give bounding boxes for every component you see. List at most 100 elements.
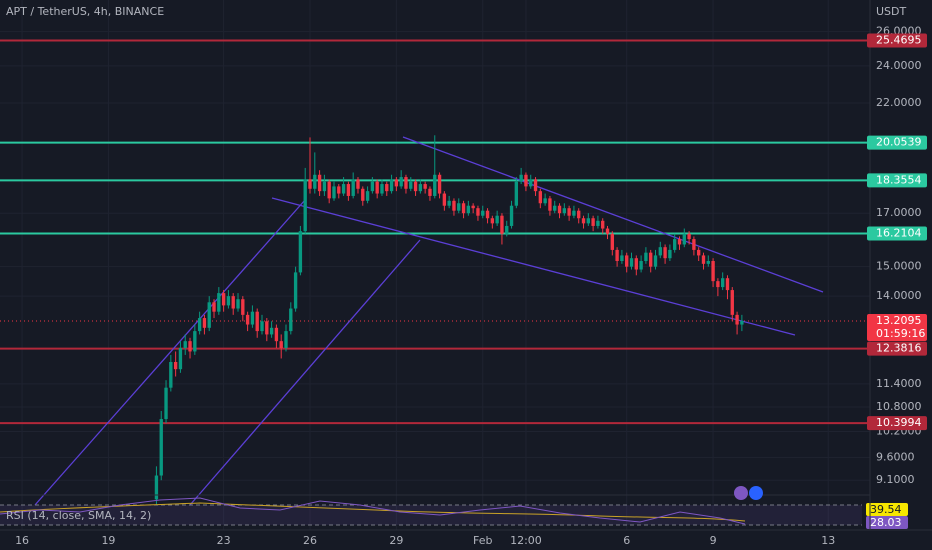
candle-body: [615, 249, 619, 262]
channel-lower: [271, 197, 796, 336]
candle-body: [663, 247, 667, 259]
candle-body: [202, 318, 207, 328]
candle-body: [485, 210, 490, 219]
candle-body: [274, 327, 279, 342]
candle-body: [562, 208, 567, 214]
candle-body: [706, 261, 710, 264]
x-tick-label: 9: [710, 534, 717, 547]
candle-body: [668, 249, 672, 259]
y-tick-label: 9.1000: [876, 473, 915, 486]
countdown: 01:59:16: [876, 327, 925, 340]
candle-body: [581, 218, 586, 224]
levels: [0, 39, 870, 425]
candle-body: [505, 225, 509, 234]
rising-lower: [189, 239, 421, 506]
candle-body: [649, 252, 653, 267]
candle-body: [236, 299, 240, 309]
candle-body: [365, 191, 370, 201]
candle-body: [313, 174, 317, 189]
candle-body: [620, 255, 624, 262]
candle-body: [586, 218, 590, 224]
candle-body: [255, 311, 259, 332]
candle-body: [653, 255, 658, 267]
candle-body: [721, 278, 725, 288]
candle-body: [221, 293, 226, 306]
rsi-value-box: [866, 503, 908, 516]
candle-body: [514, 181, 519, 206]
rsi-pane: RSI (14, close, SMA, 14, 2) 39.54 28.03: [0, 494, 908, 529]
candle-body: [332, 186, 336, 199]
candle-body: [735, 314, 739, 325]
candle-body: [596, 220, 600, 226]
candle-body: [293, 272, 298, 309]
candle-body: [548, 198, 552, 211]
chart-title: APT / TetherUS, 4h, BINANCE: [6, 5, 164, 18]
candle-body: [389, 179, 394, 192]
level-label: 10.3994: [876, 416, 922, 429]
candle-body: [457, 203, 461, 211]
candle-body: [164, 387, 168, 420]
candle-body: [375, 181, 379, 194]
candle-body: [322, 181, 327, 192]
level-label-box: [867, 173, 927, 188]
candle-body: [740, 320, 744, 325]
candle-body: [394, 179, 399, 187]
candle-body: [265, 321, 269, 335]
y-tick-label: 22.0000: [876, 96, 922, 109]
candle-body: [452, 200, 456, 211]
candle-body: [217, 293, 221, 312]
candle-body: [169, 362, 173, 388]
level-label-box: [867, 226, 927, 241]
candle-body: [317, 174, 322, 192]
candle-body: [447, 200, 451, 206]
candle-body: [226, 296, 231, 306]
candle-body: [490, 218, 495, 224]
candle-body: [399, 177, 403, 187]
y-tick-label: 17.0000: [876, 206, 922, 219]
last-price-box: [867, 313, 927, 341]
candle-body: [567, 208, 571, 216]
currency: USDT: [876, 5, 907, 18]
candle-body: [476, 208, 480, 216]
channel-upper: [402, 136, 824, 293]
candle-body: [538, 191, 543, 204]
level-label-box: [867, 135, 927, 150]
level-label: 18.3554: [876, 173, 922, 186]
candle-body: [500, 215, 504, 234]
candle-body: [572, 210, 576, 216]
x-tick-label: 19: [101, 534, 115, 547]
level-label: 25.4695: [876, 33, 922, 46]
candle-body: [245, 314, 250, 325]
candle-body: [241, 299, 245, 315]
candle-body: [533, 179, 538, 192]
candle-body: [154, 475, 159, 500]
candle-body: [610, 233, 614, 250]
candles: [154, 135, 744, 505]
rsi-line: [0, 497, 746, 525]
candle-body: [716, 281, 720, 288]
candle-body: [553, 205, 557, 211]
rsi-value: 39.54: [870, 503, 902, 516]
candle-body: [346, 184, 351, 196]
candle-body: [193, 331, 197, 352]
candle-body: [351, 179, 355, 196]
candle-body: [591, 218, 595, 226]
rsi-label: RSI (14, close, SMA, 14, 2): [6, 509, 151, 522]
candle-body: [159, 419, 163, 476]
candle-body: [673, 239, 677, 250]
x-tick-label: 6: [623, 534, 630, 547]
candle-body: [279, 341, 283, 348]
candle-body: [725, 278, 730, 291]
candle-body: [471, 205, 475, 209]
candle-body: [701, 255, 706, 264]
candle-body: [629, 258, 634, 267]
candle-body: [308, 179, 312, 189]
icon: [749, 486, 763, 500]
level-label-box: [867, 341, 927, 356]
level-label: 16.2104: [876, 227, 922, 240]
candle-body: [337, 186, 341, 194]
candle-body: [250, 311, 255, 325]
candle-body: [284, 331, 288, 348]
level-label-box: [867, 33, 927, 48]
